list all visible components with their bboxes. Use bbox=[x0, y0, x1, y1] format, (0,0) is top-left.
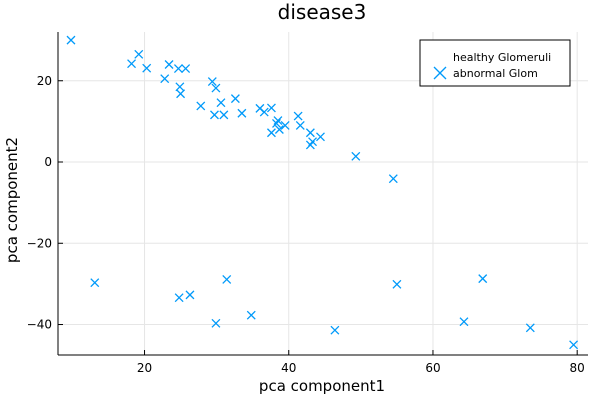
data-point bbox=[173, 64, 183, 74]
data-point bbox=[127, 59, 137, 69]
data-point bbox=[330, 325, 340, 335]
data-point bbox=[295, 120, 305, 130]
data-point bbox=[211, 318, 221, 328]
data-point bbox=[280, 120, 290, 130]
y-tick-label: 20 bbox=[37, 74, 52, 88]
data-point bbox=[134, 49, 144, 59]
data-point bbox=[211, 83, 221, 93]
data-point bbox=[66, 35, 76, 45]
data-point bbox=[266, 128, 276, 138]
x-tick-label: 80 bbox=[570, 361, 585, 375]
y-ticks: −40 −20 0 20 bbox=[27, 74, 63, 332]
data-point bbox=[293, 111, 303, 121]
data-point bbox=[174, 293, 184, 303]
y-axis-title: pca component2 bbox=[3, 137, 21, 263]
legend: healthy Glomeruli abnormal Glom bbox=[419, 39, 571, 87]
data-point bbox=[259, 107, 269, 117]
data-point bbox=[185, 290, 195, 300]
data-point bbox=[525, 323, 535, 333]
data-point bbox=[459, 317, 469, 327]
legend-marker-abnormal bbox=[433, 66, 447, 80]
data-point bbox=[196, 101, 206, 111]
data-point bbox=[142, 63, 152, 73]
data-point bbox=[237, 108, 247, 118]
data-point bbox=[316, 132, 325, 142]
data-point bbox=[164, 60, 174, 69]
data-points bbox=[66, 35, 579, 350]
y-tick-label: −40 bbox=[27, 318, 52, 332]
data-point bbox=[272, 118, 281, 128]
axes bbox=[57, 32, 588, 356]
data-point bbox=[160, 74, 170, 84]
x-tick-label: 20 bbox=[137, 361, 152, 375]
data-point bbox=[210, 110, 219, 120]
legend-label-healthy: healthy Glomeruli bbox=[453, 51, 551, 64]
data-point bbox=[246, 310, 256, 320]
chart-title: disease3 bbox=[278, 0, 367, 24]
data-point bbox=[216, 98, 226, 108]
data-point bbox=[274, 125, 284, 134]
x-ticks: 20 40 60 80 bbox=[137, 350, 585, 375]
data-point bbox=[222, 274, 232, 284]
data-point bbox=[266, 103, 276, 113]
data-point bbox=[305, 140, 315, 150]
x-tick-label: 60 bbox=[425, 361, 440, 375]
data-point bbox=[90, 278, 100, 288]
data-point bbox=[219, 110, 229, 120]
legend-label-abnormal: abnormal Glom bbox=[453, 67, 538, 80]
data-point bbox=[176, 89, 186, 99]
data-point bbox=[273, 116, 283, 126]
data-point bbox=[181, 64, 191, 74]
data-point bbox=[569, 340, 579, 350]
x-tick-label: 40 bbox=[281, 361, 296, 375]
data-point bbox=[207, 77, 217, 87]
y-tick-label: −20 bbox=[27, 236, 52, 250]
data-point bbox=[388, 174, 398, 184]
data-point bbox=[230, 94, 240, 104]
data-point bbox=[392, 279, 402, 289]
data-point bbox=[351, 151, 361, 161]
data-point bbox=[305, 128, 315, 138]
x-axis-title: pca component1 bbox=[259, 377, 385, 395]
data-point bbox=[478, 274, 488, 284]
y-tick-label: 0 bbox=[44, 155, 52, 169]
